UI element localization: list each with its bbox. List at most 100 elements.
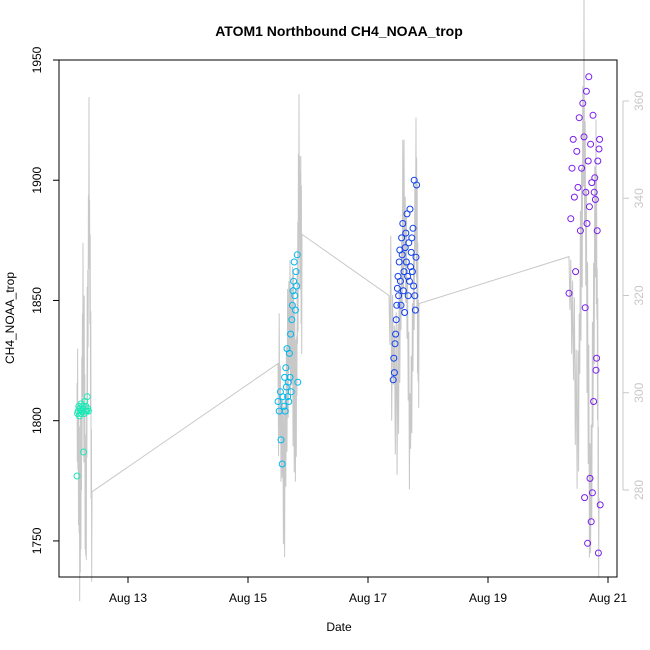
data-point [402, 258, 410, 266]
data-point [575, 114, 583, 122]
data-point [392, 330, 400, 338]
data-point [294, 378, 302, 386]
data-point [389, 376, 397, 384]
data-point [401, 309, 409, 316]
data-point [584, 157, 592, 165]
data-point [400, 268, 408, 276]
data-point [281, 373, 289, 381]
data-point [407, 248, 415, 256]
data-point [410, 282, 418, 290]
data-point [284, 393, 292, 401]
data-point [411, 306, 419, 314]
data-point [284, 378, 292, 386]
data-point [574, 183, 582, 191]
data-point [588, 489, 596, 497]
right-axis: 280 300 320 340 360 [622, 91, 646, 500]
data-point [594, 157, 602, 165]
data-point [569, 135, 577, 143]
data-point [404, 292, 412, 300]
data-point [402, 229, 410, 237]
data-point [580, 133, 588, 141]
data-point [293, 251, 301, 259]
data-point [291, 306, 299, 314]
data-point [396, 277, 404, 285]
y-tick-label: 1800 [30, 407, 44, 434]
data-point [585, 73, 593, 81]
data-point [594, 549, 602, 557]
plot-frame [58, 59, 618, 578]
data-point [585, 203, 593, 211]
data-point [584, 539, 592, 547]
data-point [587, 518, 595, 526]
right-tick-label: 300 [632, 382, 646, 402]
y-tick-label: 1750 [30, 527, 44, 554]
data-point [578, 164, 586, 172]
y-tick-label: 1900 [30, 167, 44, 194]
data-point [277, 436, 285, 444]
data-point [593, 227, 601, 235]
data-point [290, 258, 298, 266]
y-tick-label: 1850 [30, 287, 44, 314]
data-point [395, 258, 403, 266]
data-point [73, 472, 81, 480]
data-point [582, 87, 590, 95]
data-point [408, 268, 416, 276]
x-tick-label: Aug 19 [469, 591, 507, 605]
data-point [279, 393, 287, 401]
y-axis-label: CH4_NOAA_trop [3, 272, 17, 364]
data-point [274, 398, 282, 405]
data-point [568, 164, 576, 172]
data-point [567, 215, 575, 223]
data-point [593, 354, 601, 362]
data-point [570, 193, 578, 201]
x-tick-label: Aug 13 [109, 591, 147, 605]
data-point [412, 253, 420, 261]
right-tick-label: 320 [632, 285, 646, 305]
secondary-trace-line [76, 0, 600, 602]
right-tick-label: 360 [632, 91, 646, 111]
data-point [587, 140, 595, 148]
data-point [573, 147, 581, 155]
data-point [590, 398, 598, 405]
data-point [398, 251, 406, 259]
data-point [408, 234, 416, 242]
data-point [292, 268, 300, 276]
data-point [411, 292, 419, 300]
y-tick-label: 1950 [30, 46, 44, 73]
data-point [589, 111, 597, 119]
data-point [80, 448, 88, 456]
data-point [393, 301, 401, 309]
data-point [287, 388, 295, 396]
data-points [73, 73, 604, 557]
data-point [581, 304, 589, 312]
data-point [286, 373, 294, 381]
data-point [586, 474, 594, 482]
data-point [289, 287, 297, 295]
data-point [282, 364, 290, 372]
data-point [398, 234, 406, 242]
data-point [583, 220, 591, 227]
data-point [579, 99, 587, 107]
data-point [83, 393, 91, 401]
x-tick-label: Aug 21 [589, 591, 627, 605]
data-point [401, 244, 409, 252]
data-point [595, 145, 603, 153]
data-point [406, 205, 414, 213]
data-point [591, 196, 599, 203]
data-point [390, 369, 398, 377]
data-point [392, 316, 400, 324]
data-point [391, 340, 399, 348]
data-point [590, 188, 598, 196]
data-point [285, 349, 293, 357]
data-point [572, 268, 580, 276]
data-point [596, 135, 604, 143]
data-point [596, 501, 604, 509]
data-point [291, 292, 299, 300]
secondary-trace [76, 0, 600, 602]
data-point [399, 287, 407, 295]
chart-title: ATOM1 Northbound CH4_NOAA_trop [215, 23, 463, 39]
data-point [393, 284, 401, 292]
data-point [84, 407, 92, 415]
data-point [576, 227, 584, 235]
